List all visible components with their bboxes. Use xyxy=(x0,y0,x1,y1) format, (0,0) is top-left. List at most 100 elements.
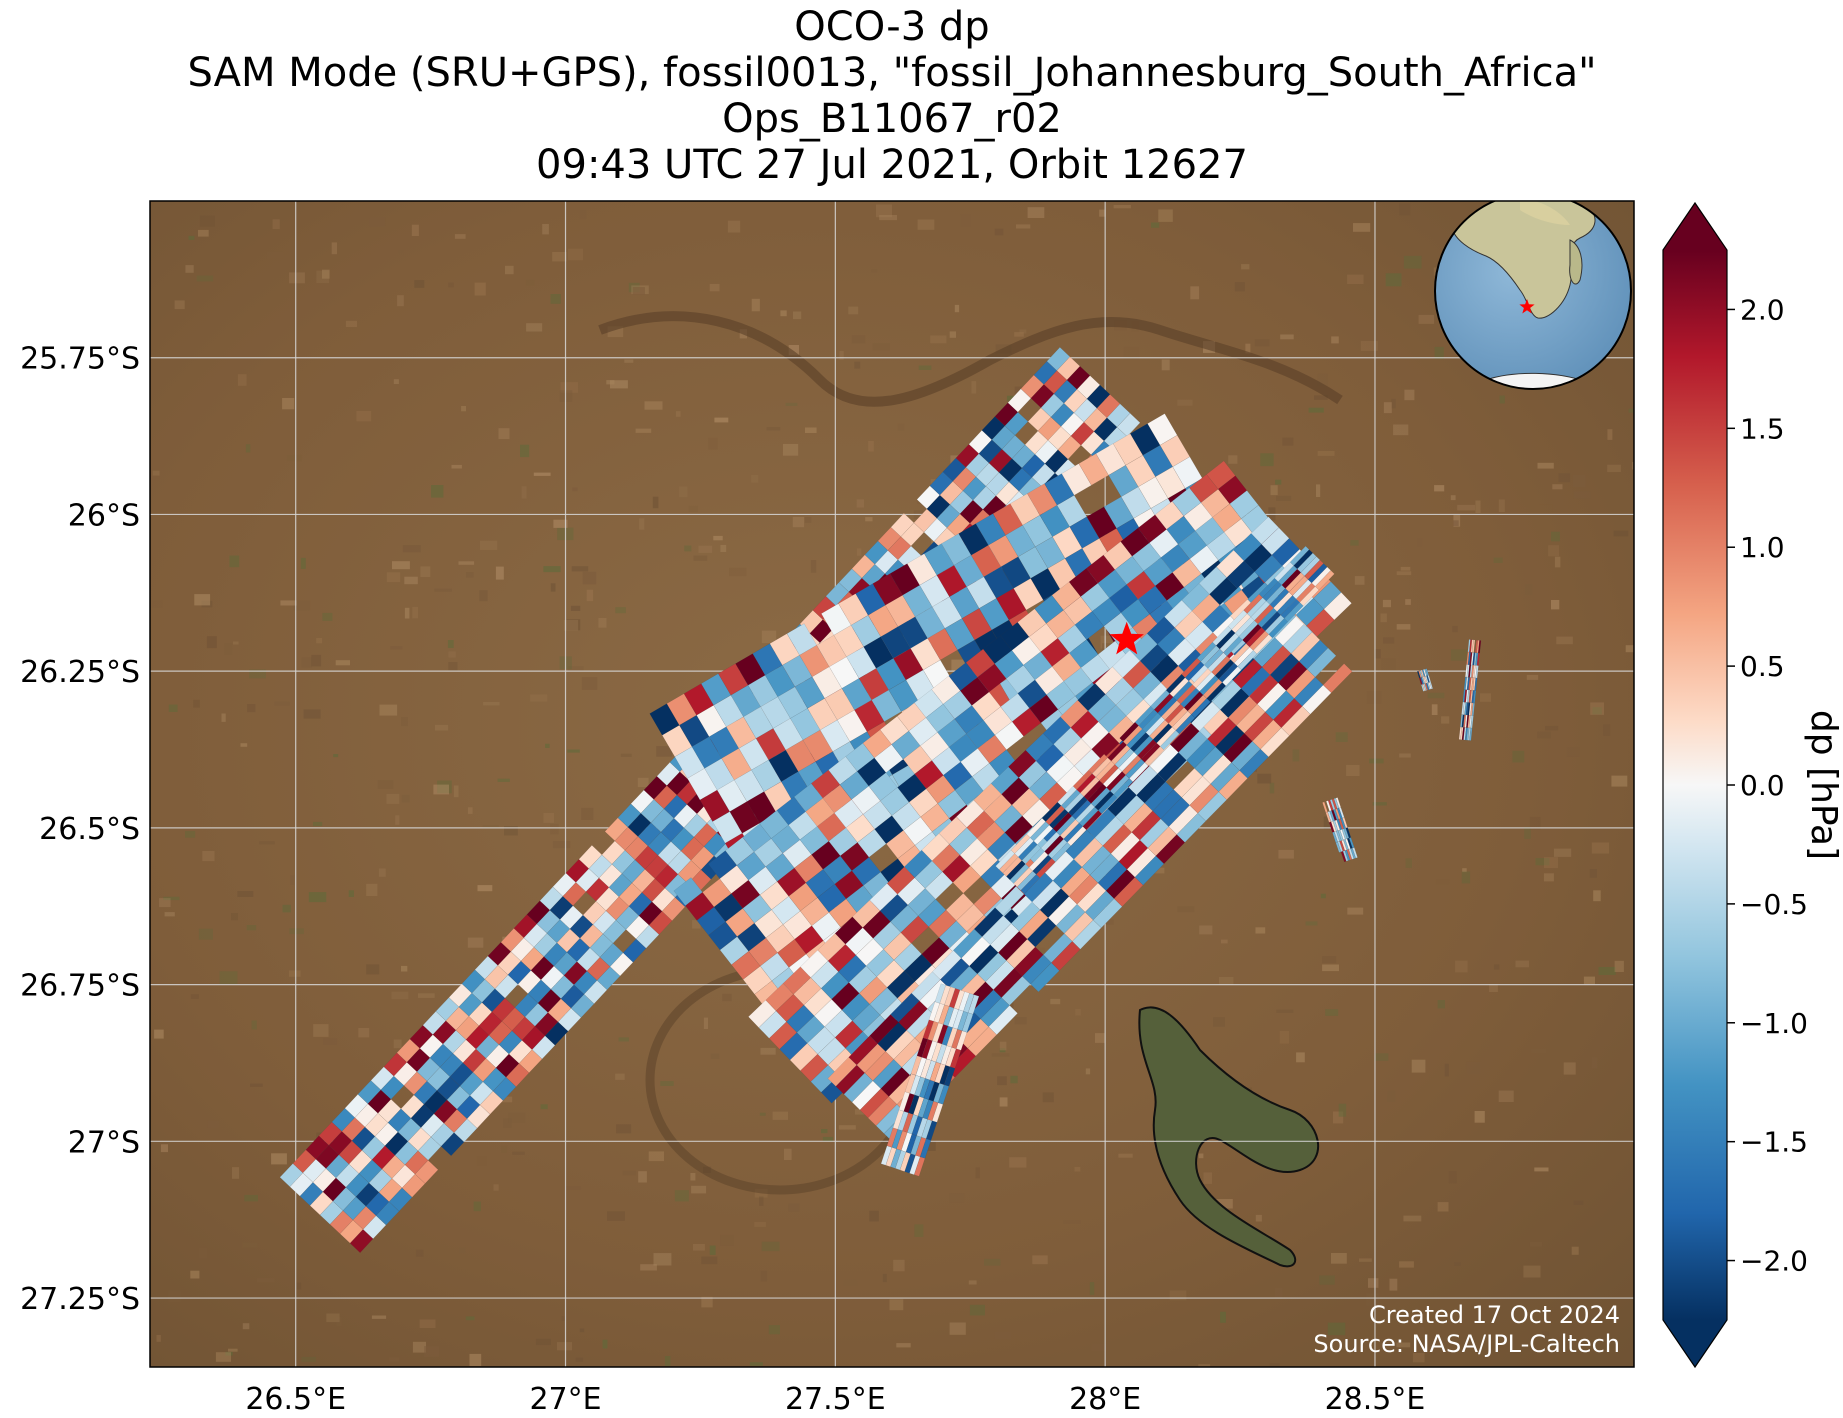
terrain-speckle xyxy=(1551,600,1560,610)
terrain-speckle xyxy=(542,224,549,235)
terrain-speckle xyxy=(1317,373,1328,387)
terrain-speckle xyxy=(1278,849,1294,859)
terrain-speckle xyxy=(336,1316,342,1327)
lon-tick-label: 28°E xyxy=(1069,1382,1141,1417)
terrain-speckle xyxy=(1607,429,1613,440)
terrain-speckle xyxy=(692,920,701,929)
terrain-speckle xyxy=(1534,1167,1549,1172)
terrain-speckle xyxy=(232,1167,240,1179)
terrain-speckle xyxy=(991,1053,1010,1057)
terrain-speckle xyxy=(1524,827,1531,839)
terrain-speckle xyxy=(602,1339,608,1349)
terrain-speckle xyxy=(1075,1009,1081,1016)
terrain-speckle xyxy=(1437,1202,1449,1212)
terrain-speckle xyxy=(1431,704,1438,715)
terrain-speckle xyxy=(1396,624,1411,630)
terrain-speckle xyxy=(316,270,330,284)
colorbar-tick-label: −0.5 xyxy=(1740,888,1808,921)
terrain-speckle xyxy=(190,1270,200,1279)
terrain-speckle xyxy=(1320,893,1326,899)
terrain-speckle xyxy=(1219,977,1234,985)
terrain-speckle xyxy=(185,265,194,273)
terrain-speckle xyxy=(1322,956,1337,964)
sounding-footprint xyxy=(1323,592,1352,621)
terrain-speckle xyxy=(975,1167,980,1179)
terrain-speckle xyxy=(788,345,799,356)
terrain-speckle xyxy=(1583,976,1595,985)
terrain-speckle xyxy=(1400,566,1411,571)
terrain-speckle xyxy=(271,1153,287,1165)
terrain-speckle xyxy=(550,823,559,835)
terrain-speckle xyxy=(727,220,741,233)
terrain-speckle xyxy=(582,571,597,585)
terrain-speckle xyxy=(1589,869,1597,878)
terrain-speckle xyxy=(1389,1278,1398,1291)
terrain-speckle xyxy=(1554,556,1561,568)
terrain-speckle xyxy=(1161,359,1170,371)
terrain-speckle xyxy=(326,1313,340,1323)
terrain-speckle xyxy=(644,401,663,410)
lon-tick-label: 27.5°E xyxy=(785,1382,886,1417)
globe-outline xyxy=(1434,201,1632,390)
terrain-speckle xyxy=(535,1338,551,1346)
terrain-speckle xyxy=(1405,599,1411,605)
terrain-speckle xyxy=(393,379,399,384)
terrain-speckle xyxy=(435,724,449,731)
terrain-speckle xyxy=(766,427,781,431)
terrain-speckle xyxy=(1158,209,1173,222)
terrain-speckle xyxy=(1399,753,1411,758)
terrain-speckle xyxy=(1566,747,1580,757)
terrain-speckle xyxy=(1416,538,1423,547)
terrain-speckle xyxy=(749,1362,763,1366)
terrain-speckle xyxy=(266,251,283,258)
terrain-speckle xyxy=(313,1024,329,1037)
terrain-speckle xyxy=(1270,485,1278,496)
terrain-speckle xyxy=(632,287,645,295)
terrain-speckle xyxy=(1198,1364,1211,1367)
terrain-speckle xyxy=(1551,531,1560,542)
terrain-speckle xyxy=(1327,1322,1346,1336)
terrain-speckle xyxy=(616,1124,632,1134)
terrain-speckle xyxy=(288,970,301,977)
lon-tick-labels: 26.5°E 27°E 27.5°E 28°E 28.5°E xyxy=(245,1382,1425,1417)
terrain-speckle xyxy=(533,472,551,476)
terrain-speckle xyxy=(477,885,493,892)
terrain-speckle xyxy=(618,1037,629,1042)
colorbar-tick-label: 2.0 xyxy=(1740,293,1785,326)
terrain-speckle xyxy=(313,821,323,827)
terrain-speckle xyxy=(467,937,484,948)
terrain-speckle xyxy=(1213,1017,1225,1027)
terrain-speckle xyxy=(679,486,688,498)
terrain-speckle xyxy=(1366,1293,1379,1306)
terrain-speckle xyxy=(1333,1111,1344,1124)
terrain-speckle xyxy=(710,1053,720,1059)
terrain-speckle xyxy=(1241,264,1250,270)
terrain-speckle xyxy=(1453,514,1461,527)
terrain-speckle xyxy=(1573,475,1586,487)
terrain-speckle xyxy=(1633,776,1634,787)
terrain-speckle xyxy=(389,1357,400,1362)
terrain-speckle xyxy=(1151,867,1165,874)
terrain-speckle xyxy=(419,1319,436,1328)
terrain-speckle xyxy=(1435,879,1450,885)
terrain-speckle xyxy=(1275,479,1282,485)
terrain-speckle xyxy=(282,398,295,410)
terrain-speckle xyxy=(1563,1307,1572,1314)
terrain-speckle xyxy=(476,1156,487,1166)
terrain-speckle xyxy=(505,265,514,275)
terrain-speckle xyxy=(1317,451,1335,456)
colorbar-ticks: 2.0 1.5 1.0 0.5 0.0 −0.5 −1.0 −1.5 −2.0 xyxy=(1727,293,1808,1278)
terrain-speckle xyxy=(397,295,404,307)
terrain-speckle xyxy=(160,1144,168,1153)
terrain-speckle xyxy=(1498,499,1505,512)
terrain-speckle xyxy=(856,548,862,556)
terrain-speckle xyxy=(1498,1090,1514,1102)
terrain-speckle xyxy=(615,1073,625,1080)
terrain-speckle xyxy=(1353,223,1371,232)
sounding-footprint xyxy=(1116,412,1141,437)
terrain-speckle xyxy=(856,499,864,508)
terrain-speckle xyxy=(545,743,550,748)
terrain-speckle xyxy=(550,583,556,592)
terrain-speckle xyxy=(1322,964,1339,972)
terrain-speckle xyxy=(247,704,256,713)
